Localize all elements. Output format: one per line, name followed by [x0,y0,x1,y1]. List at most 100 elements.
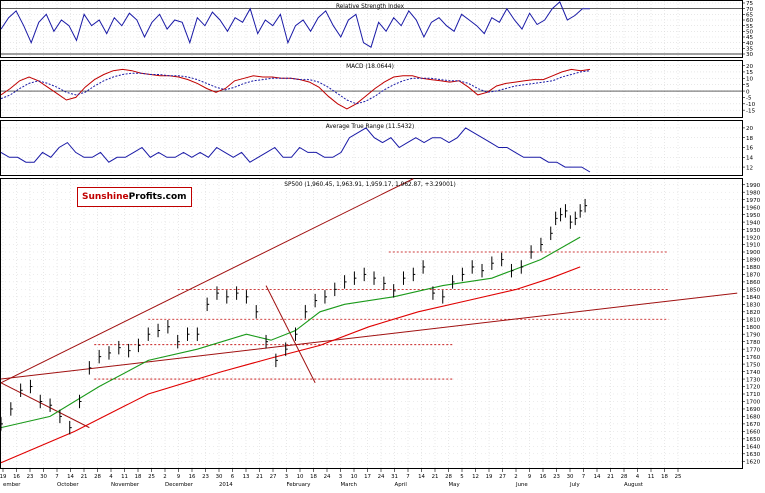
x-month-label: April [395,482,407,488]
x-day-label: 2 [514,474,517,480]
y-tick-label: 1630 [746,452,761,458]
y-tick-label: 1850 [746,288,761,294]
x-day-label: 6 [231,474,235,480]
y-tick-label: 1870 [746,273,761,279]
y-tick-label: 15 [746,70,754,76]
x-day-label: 16 [189,474,196,480]
x-day-label: 3 [285,474,288,480]
panel-3 [0,178,745,469]
y-tick-label: 1700 [746,400,761,406]
x-day-label: 24 [324,474,331,480]
x-day-label: 25 [675,474,682,480]
y-tick-label: 1650 [746,437,761,443]
brand-logo[interactable]: SunshineProfits.com [77,187,192,207]
y-tick-label: -5 [746,96,752,102]
y-tick-label: 75 [746,1,754,7]
x-day-label: 10 [351,474,358,480]
y-tick-label: 1840 [746,295,761,301]
y-tick-label: 1710 [746,392,761,398]
y-tick-label: 12 [746,165,753,171]
y-tick-label: 1780 [746,340,761,346]
x-day-label: 27 [499,474,506,480]
y-tick-label: 10 [746,77,754,83]
y-tick-label: -10 [746,102,756,108]
moving-average-long [0,266,581,464]
x-day-label: 14 [67,474,74,480]
x-day-label: 19 [0,474,7,480]
x-day-label: 30 [567,474,574,480]
x-day-label: 17 [364,474,371,480]
y-tick-label: 1970 [746,198,761,204]
y-tick-label: 1750 [746,362,761,368]
x-day-label: 13 [243,474,250,480]
x-month-label: ember [3,482,21,488]
x-day-label: 30 [216,474,223,480]
y-tick-label: 1770 [746,347,761,353]
y-tick-label: 16 [746,146,754,152]
y-tick-label: 40 [746,41,754,47]
x-day-label: 5 [460,474,463,480]
y-tick-label: 20 [746,126,754,132]
x-month-label: August [624,482,643,488]
y-tick-label: 35 [746,47,754,53]
x-day-label: 7 [406,474,409,480]
x-month-label: March [341,482,357,488]
x-day-label: 14 [594,474,601,480]
x-day-label: 21 [256,474,263,480]
y-tick-label: 1990 [746,183,761,189]
panel-frame [0,0,743,58]
y-tick-label: 60 [746,18,754,24]
y-tick-label: 20 [746,64,754,70]
y-tick-label: -15 [746,108,756,114]
x-month-label: February [287,482,312,488]
y-tick-label: 1820 [746,310,761,316]
panel-0 [0,0,745,58]
panel-title: Relative Strength Index [336,4,405,10]
panel-frame [0,120,743,176]
y-tick-label: 30 [746,52,754,58]
x-month-label: June [515,482,528,488]
brand-name-part1: Sunshine [82,192,129,202]
x-day-label: 21 [607,474,614,480]
y-tick-label: 1960 [746,205,761,211]
x-day-label: 16 [540,474,547,480]
y-tick-label: 0 [746,89,750,95]
x-month-label: November [111,482,140,488]
y-tick-label: 1730 [746,377,761,383]
y-tick-label: 18 [746,136,754,142]
panel-frame [0,178,743,469]
y-tick-label: 1740 [746,370,761,376]
x-day-label: 31 [391,474,398,480]
x-day-label: 24 [378,474,385,480]
y-tick-label: 1810 [746,317,761,323]
y-tick-label: 14 [746,156,754,162]
y-tick-label: 1680 [746,415,761,421]
x-day-label: 4 [636,474,640,480]
y-tick-label: 1640 [746,445,761,451]
y-tick-label: 1910 [746,243,761,249]
rsi-line [0,1,590,48]
y-tick-label: 1940 [746,220,761,226]
x-day-label: 21 [81,474,88,480]
y-tick-label: 1920 [746,235,761,241]
x-day-label: 27 [270,474,277,480]
y-tick-label: 1890 [746,258,761,264]
x-day-label: 25 [148,474,155,480]
panel-2 [0,120,745,176]
y-tick-label: 1930 [746,228,761,234]
y-tick-label: 1900 [746,250,761,256]
x-month-label: 2014 [219,482,233,488]
y-tick-label: 1880 [746,265,761,271]
y-tick-label: 1830 [746,303,761,309]
panel-1 [0,60,745,118]
x-day-label: 28 [621,474,628,480]
trend-line [0,382,90,429]
x-day-label: 9 [177,474,181,480]
y-tick-label: 55 [746,24,754,30]
x-day-label: 7 [55,474,58,480]
y-tick-label: 1720 [746,385,761,391]
y-tick-label: 1790 [746,332,761,338]
y-tick-label: 45 [746,35,754,41]
